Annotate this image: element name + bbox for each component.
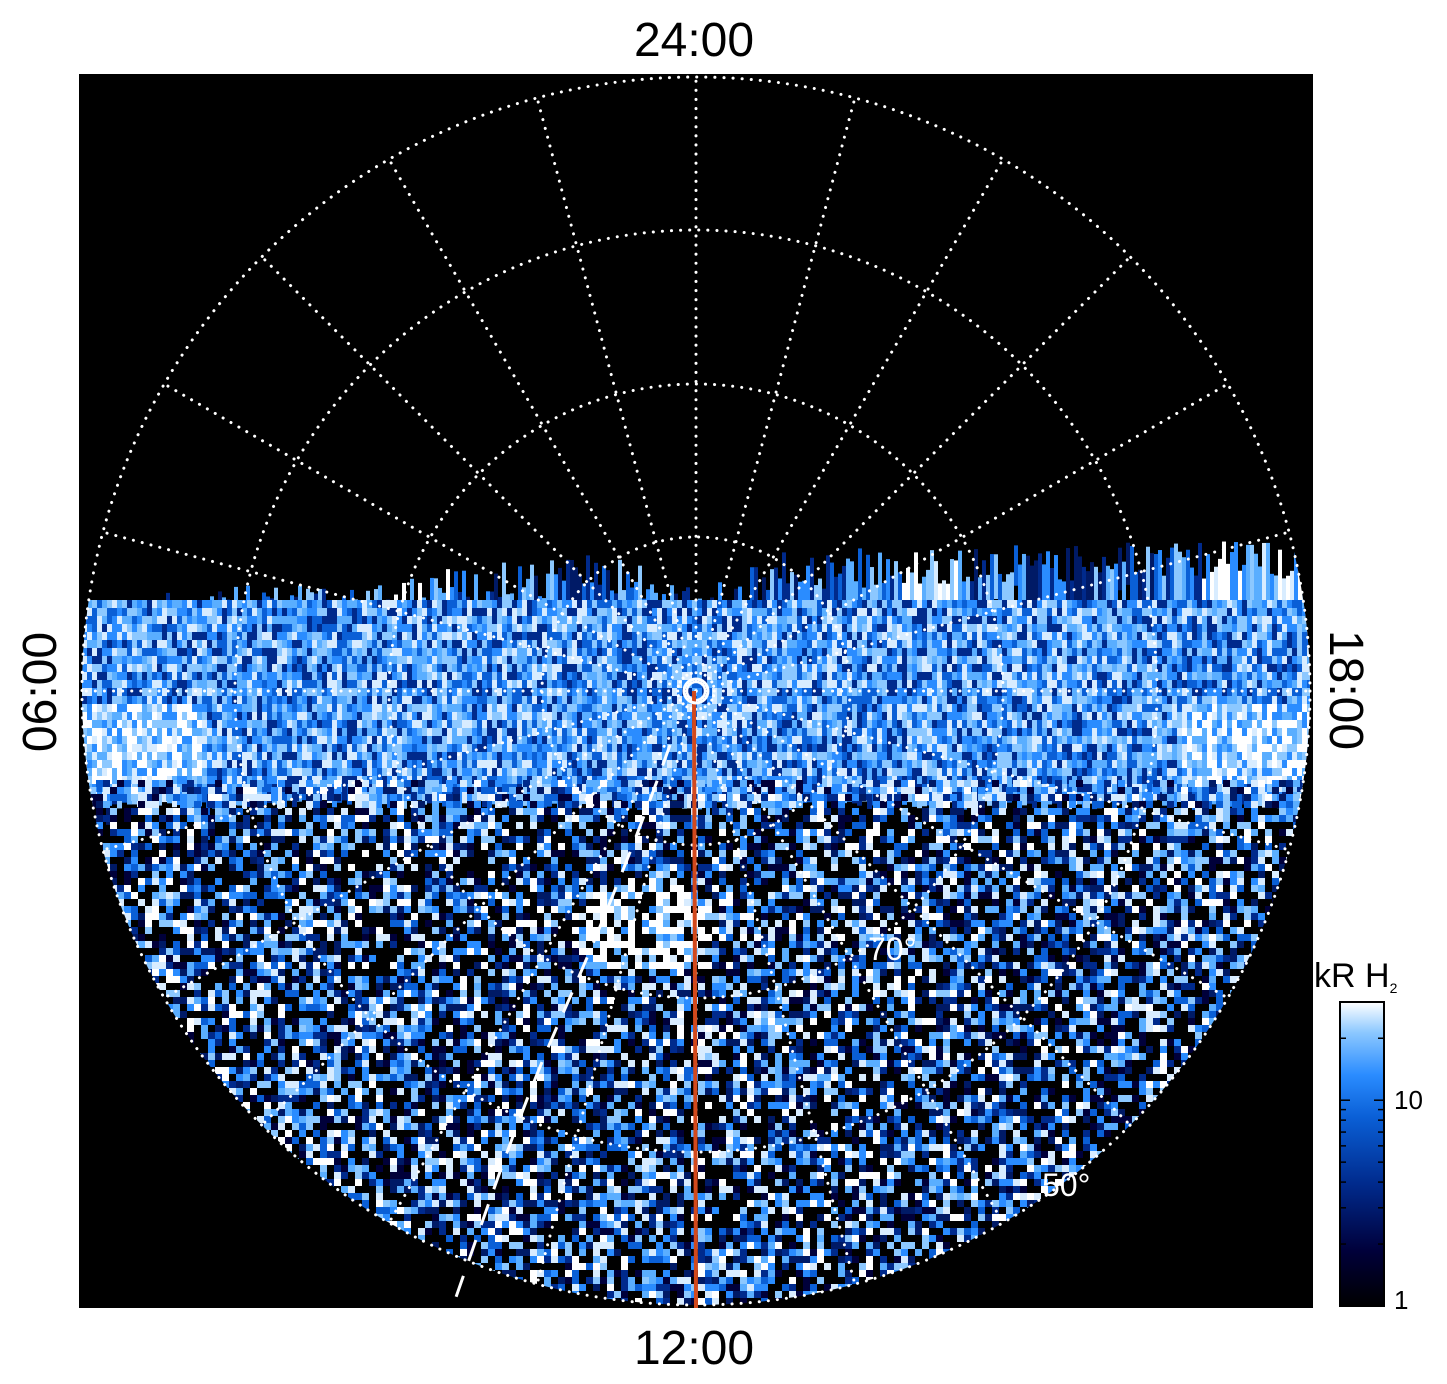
local-time-label-bottom: 12:00 — [634, 1322, 754, 1375]
colorbar-ticks — [1340, 1001, 1384, 1245]
colorbar-tick-label-1: 1 — [1394, 1285, 1408, 1315]
latitude-circle-60 — [233, 228, 1159, 1154]
local-time-label-top: 24:00 — [634, 14, 754, 67]
latitude-label-70: 70° — [868, 931, 916, 967]
colorbar-gradient — [1339, 1001, 1385, 1307]
noon-meridian-line — [692, 690, 698, 1308]
colorbar-title: kR H2 — [1314, 957, 1398, 996]
colorbar-tick-label-10: 10 — [1394, 1085, 1423, 1115]
local-time-label-left: 06:00 — [14, 632, 67, 752]
pole-marker — [682, 677, 710, 705]
local-time-label-right: 18:00 — [1319, 630, 1372, 750]
dashed-trace-line — [453, 744, 672, 1301]
latitude-label-50: 50° — [1042, 1167, 1090, 1203]
colorbar: kR H2 10 1 — [1314, 957, 1423, 1315]
